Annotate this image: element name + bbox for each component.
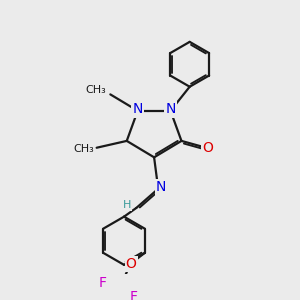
Text: N: N bbox=[165, 102, 176, 116]
Text: CH₃: CH₃ bbox=[73, 144, 94, 154]
Text: F: F bbox=[99, 276, 107, 290]
Text: H: H bbox=[123, 200, 131, 210]
Text: CH₃: CH₃ bbox=[85, 85, 106, 95]
Text: N: N bbox=[156, 180, 166, 194]
Text: O: O bbox=[126, 257, 136, 271]
Text: N: N bbox=[133, 102, 143, 116]
Text: O: O bbox=[202, 141, 213, 155]
Text: F: F bbox=[130, 290, 138, 300]
